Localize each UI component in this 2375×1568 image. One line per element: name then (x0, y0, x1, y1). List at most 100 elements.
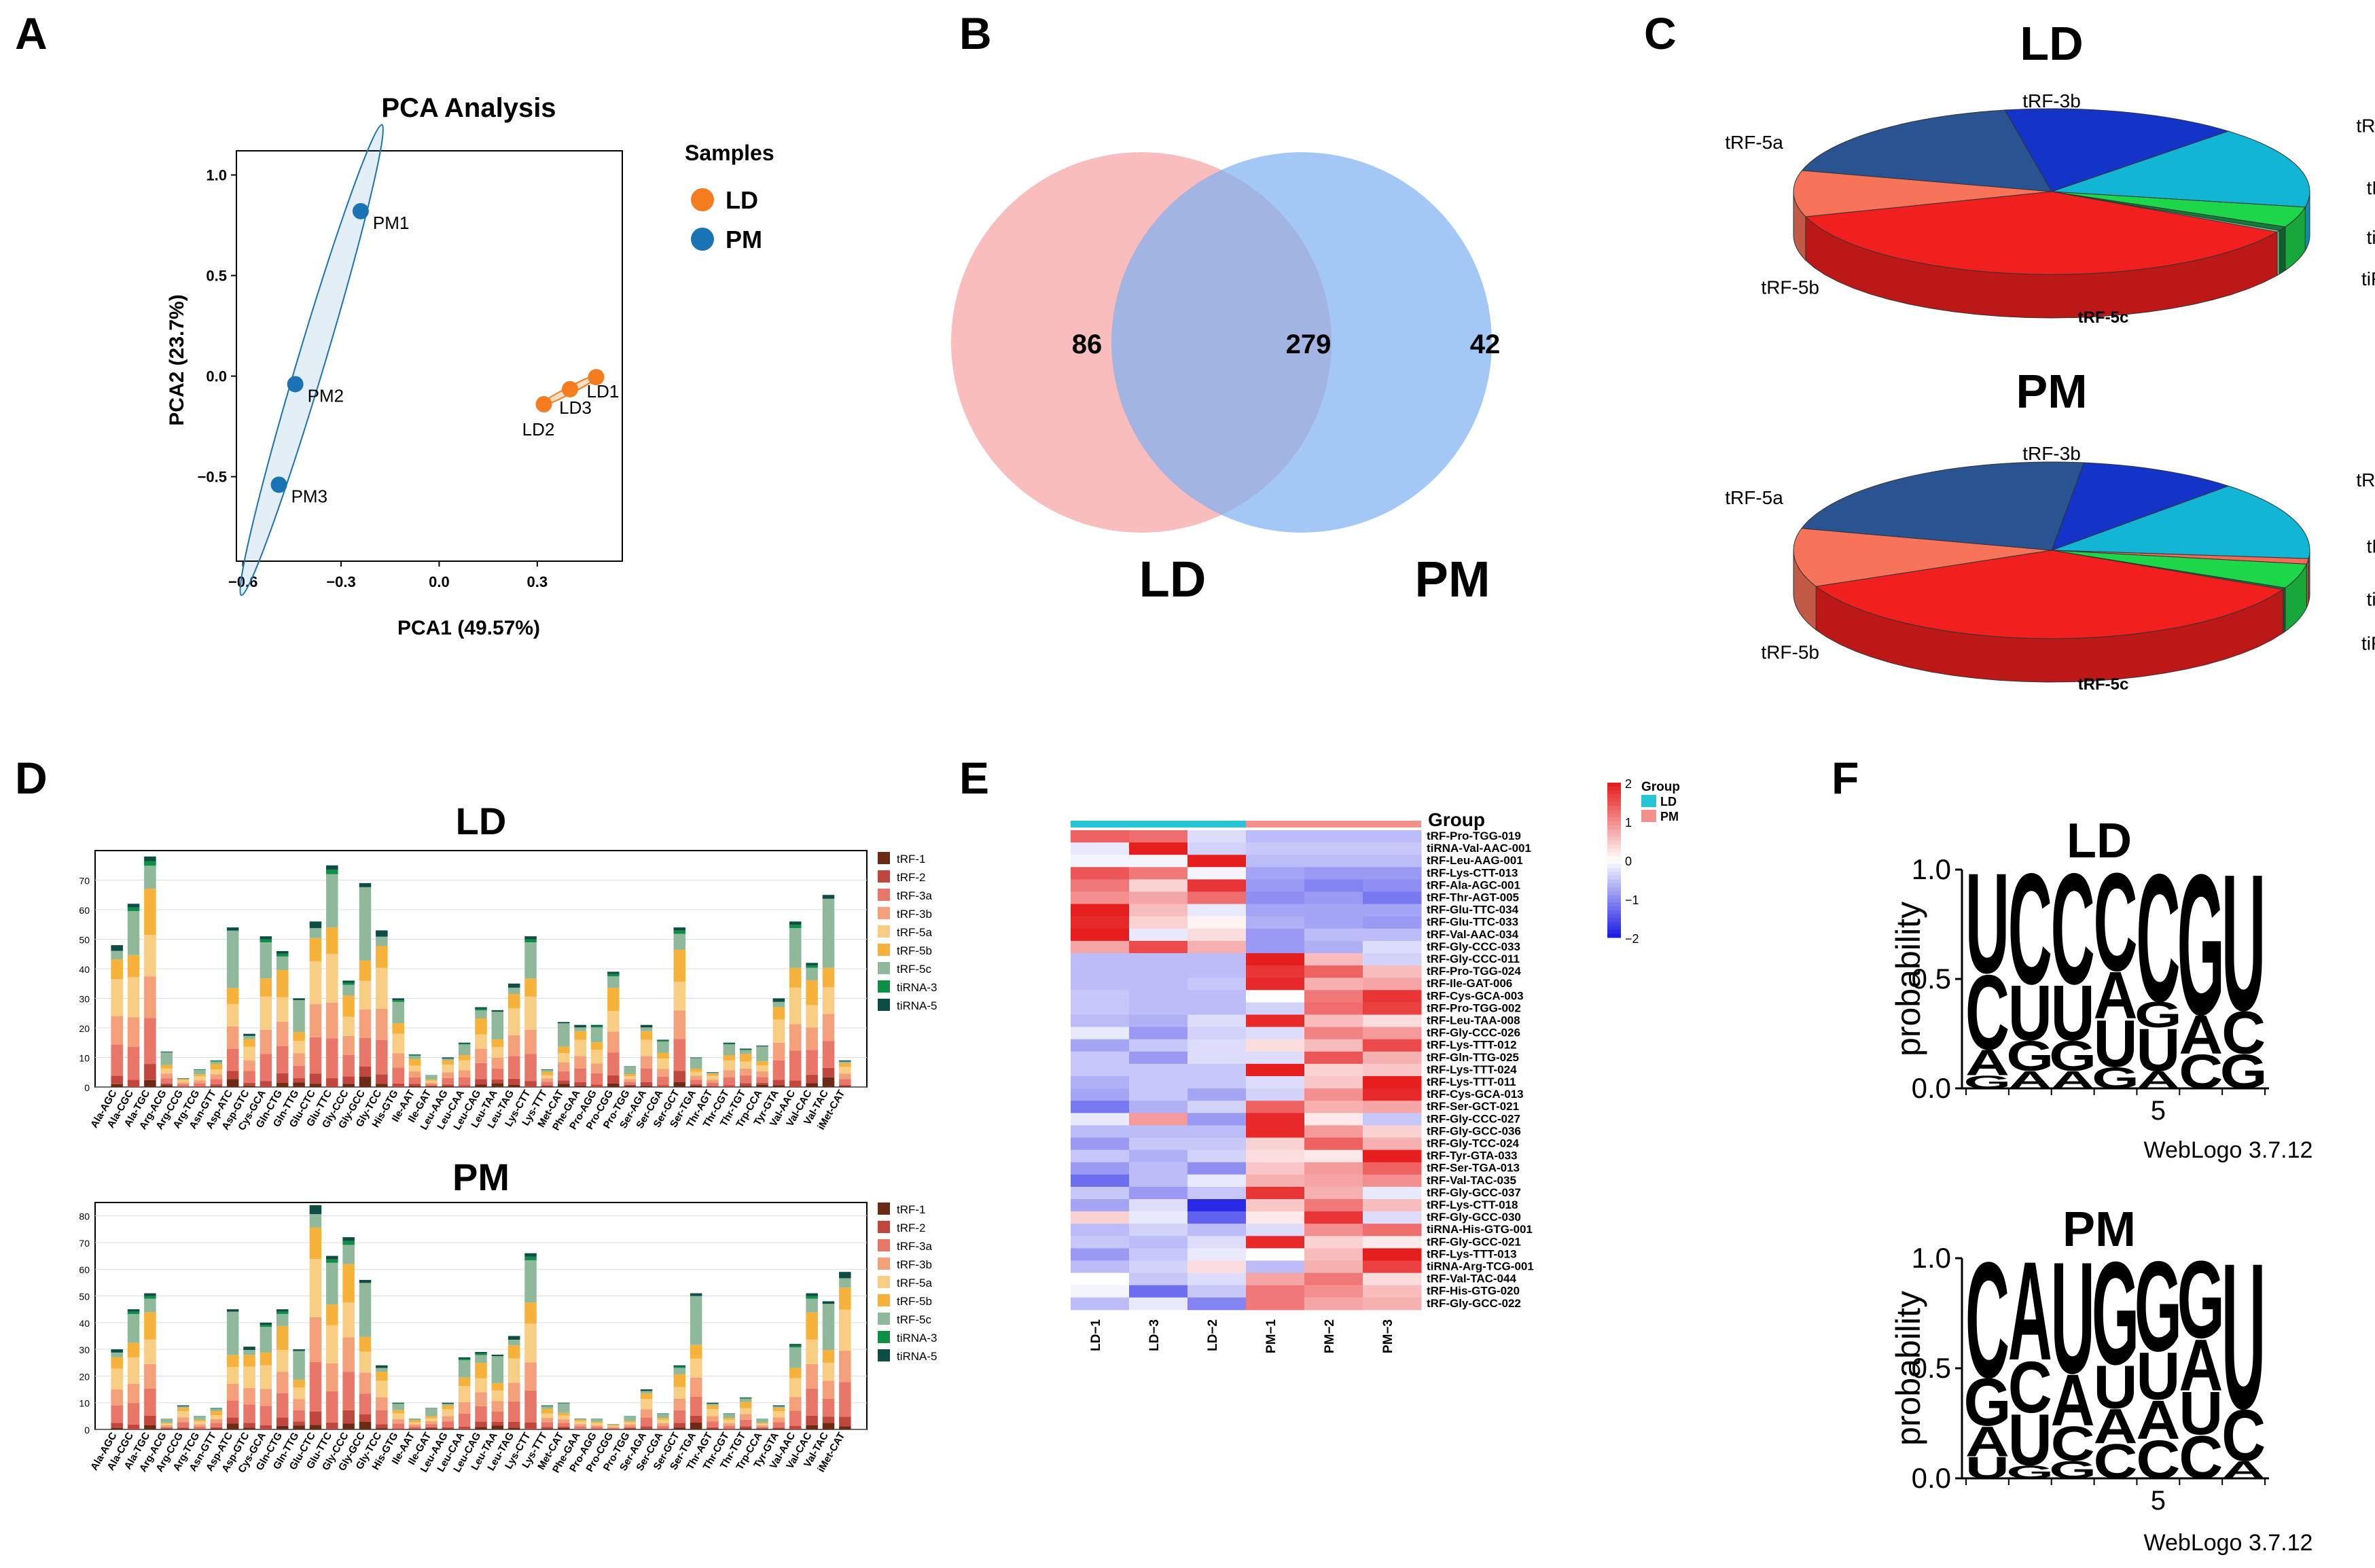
bar-segment (806, 1364, 818, 1389)
bar-segment (243, 1086, 255, 1087)
bar-segment (524, 942, 537, 979)
bar-segment (640, 1056, 653, 1069)
bar-segment (673, 1071, 686, 1082)
bar-legend: tRF-1 tRF-2 tRF-3a tRF-3b tRF-5a tRF-5b tRF-5c… (878, 852, 938, 1012)
bar-segment (607, 1424, 620, 1425)
panel-label-f: F (1832, 753, 1859, 803)
bar-segment (739, 1075, 752, 1084)
bar-segment (673, 927, 686, 931)
bar-segment (160, 1078, 173, 1084)
bar-legend-label: tRF-5b (897, 1295, 932, 1308)
bar-segment (326, 865, 338, 870)
pie-label-trf-2: tRF-2 (2367, 536, 2375, 557)
bar-segment (359, 1414, 372, 1422)
bar-segment (541, 1085, 554, 1087)
bar-segment (359, 1037, 372, 1067)
bar-segment (260, 942, 272, 979)
bar-segment (789, 1425, 802, 1429)
bar-segment (309, 1425, 322, 1429)
heatmap-cell (1246, 1248, 1305, 1261)
bar-segment (723, 1060, 736, 1071)
bar-segment (442, 1416, 454, 1422)
heatmap-scale-step (1607, 817, 1621, 822)
heatmap-col-label: PM−1 (1264, 1319, 1279, 1353)
heatmap-scale-step (1607, 895, 1621, 899)
heatmap-scale-step (1607, 860, 1621, 865)
bar-segment (475, 1392, 487, 1406)
heatmap-cell (1071, 1162, 1130, 1175)
bar-segment (574, 1086, 586, 1087)
logo-letter-a: A (1965, 1042, 2010, 1083)
bar-segment (707, 1405, 719, 1410)
bar-segment (657, 1419, 669, 1424)
bar-segment (657, 1058, 669, 1069)
bar-segment (739, 1061, 752, 1069)
bar-segment (326, 1003, 338, 1039)
logo-x-tick-label: 5 (2151, 1486, 2166, 1516)
bar-segment (342, 1337, 355, 1372)
bar-segment (806, 1293, 818, 1296)
pie-label-trf-5b: tRF-5b (1761, 642, 1819, 663)
bar-segment (839, 1067, 851, 1074)
bar-segment (541, 1078, 554, 1082)
heatmap-scale-step (1607, 821, 1621, 826)
bar-segment (524, 1302, 537, 1324)
bar-segment (690, 1058, 702, 1069)
bar-segment (673, 1039, 686, 1071)
bar-segment (326, 1259, 338, 1263)
bar-segment (293, 1387, 305, 1400)
bar-segment (624, 1428, 636, 1429)
bar-segment (475, 1034, 487, 1049)
logo-letter-c: C (2179, 1424, 2223, 1492)
bar-segment (342, 1016, 355, 1036)
heatmap-cell (1246, 1125, 1305, 1138)
heatmap-cell (1188, 830, 1247, 843)
heatmap-cell (1071, 1199, 1130, 1212)
bar-segment (839, 1084, 851, 1087)
bar-segment (607, 1425, 620, 1427)
bar-segment (194, 1086, 206, 1087)
heatmap-scale-step (1607, 902, 1621, 907)
heatmap-row-label: tRF-Lys-TTT-024 (1427, 1063, 1517, 1076)
bar-segment (690, 1075, 702, 1080)
bar-segment (376, 1365, 388, 1368)
bar-segment (723, 1418, 736, 1420)
bar-segment (558, 1403, 570, 1413)
pca-y-tick-label: 0.0 (206, 368, 227, 385)
bar-segment (590, 1042, 603, 1050)
bar-segment (392, 998, 404, 1001)
bar-segment (491, 1383, 504, 1391)
pie-label-trf-5c: tRF-5c (2078, 675, 2129, 694)
bar-segment (342, 1423, 355, 1429)
logo-ld: LD1.00.50.0probabilityGACUAGUCAGUCGUACAU… (1889, 814, 2312, 1163)
bar-segment (839, 1287, 851, 1310)
bar-segment (507, 1358, 520, 1383)
heatmap-cell (1129, 1260, 1188, 1274)
logo-letter-c: C (1965, 1228, 2010, 1412)
bar-segment (392, 1410, 404, 1414)
bar-segment (442, 1057, 454, 1059)
bar-segment (309, 938, 322, 961)
heatmap-group-label: Group (1428, 809, 1485, 830)
heatmap-scale-step (1607, 910, 1621, 915)
heatmap-cell (1363, 953, 1422, 966)
heatmap-cell (1246, 953, 1305, 966)
bar-segment (839, 1061, 851, 1063)
bar-segment (210, 1408, 223, 1411)
bar-segment (210, 1423, 223, 1427)
bar-segment (574, 1421, 586, 1425)
bar-segment (359, 1066, 372, 1077)
bar-segment (260, 936, 272, 940)
bar-segment (177, 1084, 190, 1086)
bar-segment (507, 1084, 520, 1087)
venn-count-pm-only: 42 (1470, 329, 1501, 359)
bar-segment (524, 1253, 537, 1257)
heatmap-col-label: LD−3 (1147, 1319, 1162, 1351)
bar-plot-ld: LD010203040506070Ala-AGCAla-CGCAla-TGCAr… (79, 800, 937, 1133)
bar-segment (425, 1427, 438, 1429)
bar-segment (558, 1062, 570, 1072)
bar-segment (839, 1079, 851, 1085)
bar-segment (574, 1082, 586, 1086)
bar-segment (789, 928, 802, 968)
